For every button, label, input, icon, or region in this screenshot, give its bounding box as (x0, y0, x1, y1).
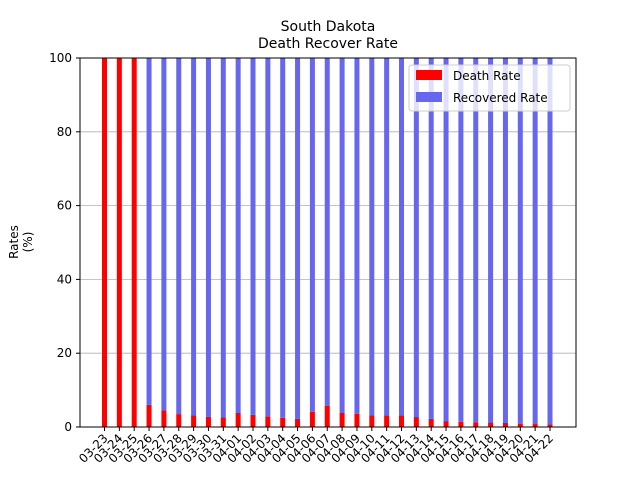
bar-recovered-rate-03-27 (161, 58, 167, 411)
x-axis-ticks: 03-2303-2403-2503-2603-2703-2803-2903-30… (76, 427, 556, 466)
y-tick-label-20: 20 (57, 346, 72, 360)
bar-recovered-rate-04-09 (354, 58, 360, 414)
bar-recovered-rate-04-07 (324, 58, 330, 406)
bar-recovered-rate-04-14 (428, 58, 434, 419)
legend-swatch-death-rate (416, 70, 442, 80)
bar-recovered-rate-04-12 (399, 58, 404, 416)
bar-recovered-rate-04-01 (235, 58, 241, 413)
y-tick-label-100: 100 (49, 51, 72, 65)
bar-death-rate-04-13 (413, 417, 419, 427)
bar-recovered-rate-04-22 (547, 58, 553, 425)
bar-recovered-rate-04-15 (443, 58, 449, 422)
bar-death-rate-04-20 (517, 423, 523, 427)
bar-death-rate-04-06 (309, 411, 315, 427)
bar-death-rate-04-16 (458, 421, 464, 427)
y-axis-label: Rates (%) (7, 225, 35, 259)
bar-death-rate-04-02 (250, 414, 256, 427)
bar-recovered-rate-04-04 (280, 58, 286, 418)
bar-death-rate-04-09 (354, 413, 360, 427)
bar-death-rate-04-19 (502, 422, 508, 427)
y-tick-label-0: 0 (64, 420, 72, 434)
bar-recovered-rate-04-03 (265, 58, 271, 417)
y-tick-label-60: 60 (57, 199, 72, 213)
plot-frame (79, 57, 577, 428)
bar-death-rate-04-18 (488, 422, 494, 427)
bars (102, 58, 553, 427)
bar-recovered-rate-04-20 (517, 58, 523, 424)
bar-recovered-rate-03-26 (146, 58, 152, 405)
bar-death-rate-04-07 (324, 405, 330, 427)
bar-death-rate-03-26 (146, 404, 152, 427)
bar-death-rate-04-12 (399, 415, 404, 427)
legend-label-recovered-rate: Recovered Rate (453, 91, 548, 105)
chart-subtitle: Death Recover Rate (258, 36, 398, 52)
legend-swatch-recovered-rate (416, 92, 442, 102)
bar-death-rate-03-25 (131, 58, 137, 427)
bar-death-rate-04-22 (547, 424, 553, 427)
bar-death-rate-04-03 (265, 416, 271, 427)
bar-recovered-rate-04-13 (413, 58, 419, 418)
bar-recovered-rate-04-06 (309, 58, 315, 412)
y-axis-label-line-2: (%) (21, 232, 35, 253)
bar-death-rate-04-17 (473, 422, 479, 427)
bar-recovered-rate-04-18 (488, 58, 494, 423)
bar-recovered-rate-03-28 (176, 58, 182, 415)
bar-death-rate-04-15 (443, 421, 449, 427)
bar-death-rate-03-23 (102, 58, 107, 427)
bar-recovered-rate-03-29 (191, 58, 197, 416)
bar-death-rate-04-14 (428, 418, 434, 427)
bar-death-rate-03-29 (191, 415, 197, 427)
bar-recovered-rate-04-11 (384, 58, 390, 416)
legend: Death Rate Recovered Rate (408, 64, 571, 112)
bar-recovered-rate-04-17 (473, 58, 479, 423)
y-tick-label-40: 40 (57, 272, 72, 286)
chart-title: South Dakota (281, 19, 376, 35)
bar-recovered-rate-03-30 (205, 58, 211, 417)
bar-death-rate-03-31 (220, 417, 226, 427)
bar-death-rate-04-21 (532, 424, 538, 427)
legend-label-death-rate: Death Rate (453, 69, 521, 83)
bar-death-rate-03-27 (161, 410, 167, 427)
bar-recovered-rate-04-08 (339, 58, 345, 413)
legend-box (408, 64, 571, 112)
bar-death-rate-04-11 (384, 415, 390, 427)
bar-death-rate-03-28 (176, 414, 182, 427)
bar-death-rate-04-08 (339, 412, 345, 427)
bar-recovered-rate-04-05 (295, 58, 301, 419)
bar-death-rate-04-10 (369, 415, 375, 427)
bar-death-rate-04-04 (280, 417, 286, 427)
bar-death-rate-03-24 (116, 58, 122, 427)
bar-death-rate-04-05 (295, 418, 301, 427)
bar-recovered-rate-04-02 (250, 58, 256, 415)
bar-recovered-rate-03-31 (220, 58, 226, 418)
y-axis-ticks: 0 20 40 60 80 100 (49, 51, 80, 434)
bar-death-rate-04-01 (235, 412, 241, 427)
bar-recovered-rate-04-21 (532, 58, 538, 425)
y-tick-label-80: 80 (57, 125, 72, 139)
bar-recovered-rate-04-10 (369, 58, 375, 416)
y-axis-label-line-1: Rates (7, 225, 21, 259)
bar-recovered-rate-04-19 (502, 58, 508, 423)
bar-recovered-rate-04-16 (458, 58, 464, 422)
bar-death-rate-03-30 (205, 416, 211, 427)
